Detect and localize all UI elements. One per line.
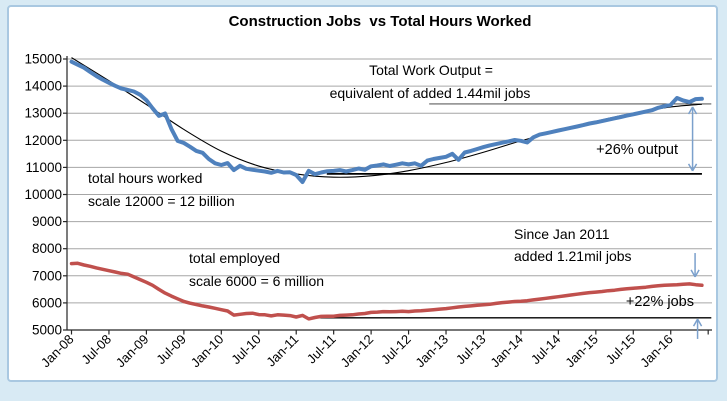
- x-axis-label: Jan-15: [562, 332, 601, 371]
- x-axis-label: Jul-15: [603, 332, 639, 368]
- y-axis-label: 13000: [24, 106, 62, 121]
- hours-series-line: [69, 59, 704, 184]
- x-axis-label: Jan-14: [487, 332, 526, 371]
- annotation-work-output-line1: Total Work Output =: [369, 62, 493, 78]
- y-axis-label: 8000: [32, 241, 62, 256]
- x-axis-label: Jul-09: [153, 332, 189, 368]
- employed-series-line: [69, 261, 704, 321]
- y-axis-label: 12000: [24, 133, 62, 148]
- annotation-employed-label-line2: scale 6000 = 6 million: [189, 273, 325, 289]
- x-axis-label: Jan-10: [188, 332, 227, 371]
- y-axis-label: 10000: [24, 187, 62, 202]
- x-axis-label: Jan-09: [113, 332, 152, 371]
- y-axis-label: 14000: [24, 79, 62, 94]
- x-axis-label: Jan-16: [637, 332, 676, 371]
- x-axis-label: Jan-11: [263, 332, 301, 370]
- chart-title: Construction Jobs vs Total Hours Worked: [228, 13, 532, 30]
- annotation-employed-label-line1: total employed: [189, 250, 281, 266]
- y-axis-label: 9000: [32, 214, 62, 229]
- x-axis-label: Jul-14: [528, 332, 564, 368]
- annotation-jobs-gain: +22% jobs: [625, 294, 694, 310]
- y-axis-label: 11000: [25, 160, 62, 175]
- annotation-since-line2: added 1.21mil jobs: [514, 248, 632, 264]
- y-axis-label: 7000: [32, 268, 62, 283]
- x-axis-label: Jul-10: [228, 332, 264, 368]
- x-axis-label: Jul-08: [78, 332, 114, 368]
- annotation-since-line1: Since Jan 2011: [514, 226, 610, 242]
- x-axis-label: Jan-12: [338, 332, 377, 371]
- annotation-hours-label-line2: scale 12000 = 12 billion: [88, 193, 235, 209]
- y-axis-label: 5000: [32, 323, 62, 338]
- x-axis-label: Jul-11: [304, 332, 339, 367]
- jobs-baseline-arrow: [692, 318, 703, 339]
- y-axis-label: 6000: [32, 295, 62, 310]
- chart-panel: [7, 5, 718, 382]
- output-gain-arrow: [687, 106, 698, 172]
- annotation-hours-label-line1: total hours worked: [88, 170, 203, 186]
- x-axis-label: Jan-13: [412, 332, 451, 371]
- annotation-work-output-line2: equivalent of added 1.44mil jobs: [329, 85, 531, 101]
- x-axis-label: Jul-13: [453, 332, 489, 368]
- y-axis-label: 15000: [24, 52, 62, 67]
- jobs-added-arrow: [690, 253, 700, 278]
- x-axis-label: Jul-12: [378, 332, 414, 368]
- annotation-output-gain: +26% output: [596, 142, 678, 158]
